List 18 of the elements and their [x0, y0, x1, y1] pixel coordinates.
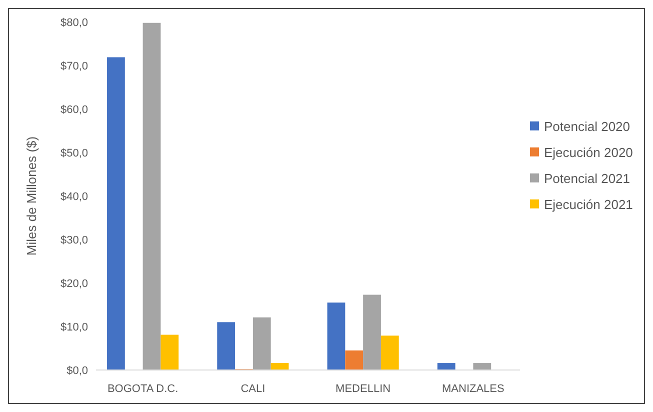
y-tick-label: $70,0 [60, 60, 88, 72]
y-axis-title: Miles de Millones ($) [24, 136, 39, 256]
legend-label: Potencial 2020 [544, 118, 630, 134]
legend-label: Ejecución 2020 [544, 144, 633, 160]
x-tick-label: MEDELLIN [336, 383, 391, 395]
y-tick-label: $30,0 [60, 234, 88, 246]
legend-label: Potencial 2021 [544, 170, 630, 186]
y-tick-label: $50,0 [60, 147, 88, 160]
x-tick-label: MANIZALES [442, 383, 504, 395]
x-tick-label: BOGOTA D.C. [107, 383, 178, 395]
y-tick-label: $20,0 [60, 278, 88, 290]
legend-label: Ejecución 2021 [544, 196, 633, 212]
y-tick-label: $10,0 [60, 321, 88, 334]
x-tick-label: CALI [240, 383, 266, 395]
y-tick-label: $40,0 [60, 190, 88, 203]
y-tick-label: $80,0 [60, 16, 88, 29]
y-tick-label: $60,0 [60, 104, 88, 116]
y-tick-label: $0,0 [66, 364, 88, 377]
